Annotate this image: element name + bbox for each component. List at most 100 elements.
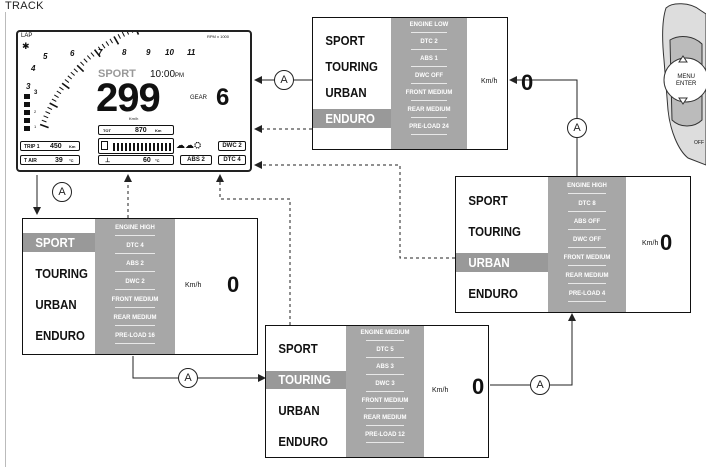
fuel-gauge — [98, 138, 174, 154]
thermometer-icon: ⊥ — [105, 158, 111, 164]
setting-value: DWC OFF — [415, 73, 443, 79]
speed-readout: 299 — [96, 76, 161, 120]
mode-option[interactable]: SPORT — [23, 233, 95, 252]
rpm-tick-label: 10 — [165, 48, 174, 57]
speed-readout: 0 — [227, 272, 240, 297]
mode-option[interactable]: URBAN — [325, 85, 367, 100]
gear-indicator: 6 — [216, 84, 230, 111]
arrow-panel4-to-panel2 — [490, 313, 576, 386]
bar-gauge-tick: 2 — [34, 109, 37, 114]
setting-value: DWC 2 — [125, 279, 145, 285]
settings-column: ENGINE HIGH DTC 8 ABS OFF DWC OFF FRONT MEDI… — [548, 177, 626, 312]
rpm-tick — [97, 46, 102, 52]
mode-option[interactable]: TOURING — [35, 266, 88, 281]
rpm-tick-label: 3 — [26, 82, 31, 91]
mode-option[interactable]: TOURING — [325, 59, 378, 74]
setting-value: ENGINE HIGH — [115, 225, 155, 231]
setting-value: DWC 3 — [375, 381, 395, 387]
clock: 10:00PM — [150, 69, 185, 80]
setting-value: PRE-LOAD 12 — [365, 432, 405, 438]
setting-divider — [411, 100, 447, 101]
setting-divider — [568, 301, 606, 302]
lap-label: LAP — [21, 33, 33, 39]
settings-column: ENGINE HIGH DTC 4 ABS 2 DWC 2 FRONT MEDIUM RE… — [95, 219, 175, 354]
mode-option[interactable]: SPORT — [325, 33, 365, 48]
rpm-tick — [56, 90, 62, 95]
a-marker: A — [567, 118, 587, 138]
setting-divider — [115, 325, 155, 326]
rpm-label: RPM x 1000 — [207, 34, 230, 39]
setting-divider — [366, 374, 404, 375]
bar-gauge-tick: 1 — [34, 124, 37, 129]
arrow-buttons-icon — [678, 55, 688, 105]
mode-option[interactable]: ENDURO — [313, 109, 391, 128]
rpm-tick — [49, 102, 58, 109]
rpm-tick — [109, 38, 114, 44]
rpm-tick — [83, 58, 88, 63]
setting-value: FRONT MEDIUM — [111, 297, 159, 303]
dashboard-display: LAP ✱ RPM x 1000 3 4 5 6 7 8 9 10 11 1 2… — [16, 30, 252, 172]
setting-divider — [411, 117, 447, 118]
fuel-bar — [113, 143, 171, 151]
gear-label: GEAR — [190, 95, 208, 101]
mode-option[interactable]: URBAN — [35, 297, 77, 312]
setting-divider — [115, 253, 155, 254]
mode-option[interactable]: TOURING — [468, 224, 521, 239]
setting-value: DWC OFF — [573, 237, 601, 243]
mode-option[interactable]: URBAN — [456, 253, 548, 272]
setting-value: ENGINE MEDIUM — [360, 330, 410, 336]
mode-panel-sport: SPORT TOURING URBAN ENDURO ENGINE HIGH DTC 4 A… — [22, 218, 258, 355]
setting-divider — [568, 247, 606, 248]
setting-divider — [568, 211, 606, 212]
mode-panel-enduro: SPORT TOURING URBAN ENDURO ENGINE LOW DTC 2 AB… — [312, 17, 533, 150]
mode-option[interactable]: TOURING — [266, 371, 346, 389]
left-margin-rule — [5, 12, 6, 467]
setting-value: FRONT MEDIUM — [405, 90, 453, 96]
speed-unit: Km/h — [481, 78, 498, 85]
rpm-tick — [93, 49, 101, 58]
rpm-tick-label: 6 — [70, 49, 75, 58]
bluetooth-icon: ✱ — [22, 41, 30, 51]
setting-value: DTC 5 — [376, 347, 394, 353]
speed-unit: Km/h — [642, 240, 659, 247]
setting-divider — [366, 425, 404, 426]
bar-gauge — [24, 94, 30, 134]
arrow-panel2-to-panel1 — [509, 76, 578, 176]
mode-option[interactable]: SPORT — [468, 193, 508, 208]
setting-value: PRE-LOAD 16 — [115, 333, 155, 339]
setting-divider — [568, 193, 606, 194]
setting-divider — [411, 66, 447, 67]
setting-value: DTC 2 — [420, 39, 438, 45]
mode-option[interactable]: ENDURO — [35, 328, 85, 343]
rpm-tick — [64, 79, 70, 83]
dashed-panel2-to-dashboard — [254, 161, 455, 259]
setting-divider — [115, 289, 155, 290]
rpm-tick — [47, 106, 53, 110]
setting-divider — [568, 283, 606, 284]
mode-option[interactable]: URBAN — [278, 403, 320, 418]
dtc-box: DTC 4 — [218, 155, 246, 165]
setting-divider — [411, 83, 447, 84]
setting-value: FRONT MEDIUM — [361, 398, 409, 404]
mode-option[interactable]: ENDURO — [278, 434, 328, 449]
rpm-tick — [131, 32, 134, 33]
setting-divider — [568, 265, 606, 266]
menu-enter-button[interactable]: MENU ENTER — [676, 74, 697, 87]
mode-panel-urban: SPORT TOURING URBAN ENDURO ENGINE HIGH DTC 8 A… — [455, 176, 691, 313]
mode-option[interactable]: SPORT — [278, 341, 318, 356]
fuel-pump-icon — [101, 141, 108, 150]
setting-value: REAR MEDIUM — [565, 273, 609, 279]
speed-readout: 0 — [521, 70, 534, 95]
rpm-tick — [117, 33, 121, 39]
a-marker: A — [274, 70, 294, 90]
rpm-tick-label: 9 — [146, 48, 151, 57]
riding-mode: SPORT — [98, 68, 136, 80]
setting-value: ENGINE HIGH — [567, 183, 607, 189]
mode-option[interactable]: ENDURO — [468, 286, 518, 301]
setting-divider — [366, 340, 404, 341]
a-marker: A — [530, 375, 550, 395]
dwc-box: DWC 2 — [218, 141, 246, 151]
mode-panel-touring: SPORT TOURING URBAN ENDURO ENGINE MEDIUM DTC … — [265, 325, 489, 458]
rpm-tick — [126, 32, 130, 35]
rpm-tick — [136, 32, 140, 35]
